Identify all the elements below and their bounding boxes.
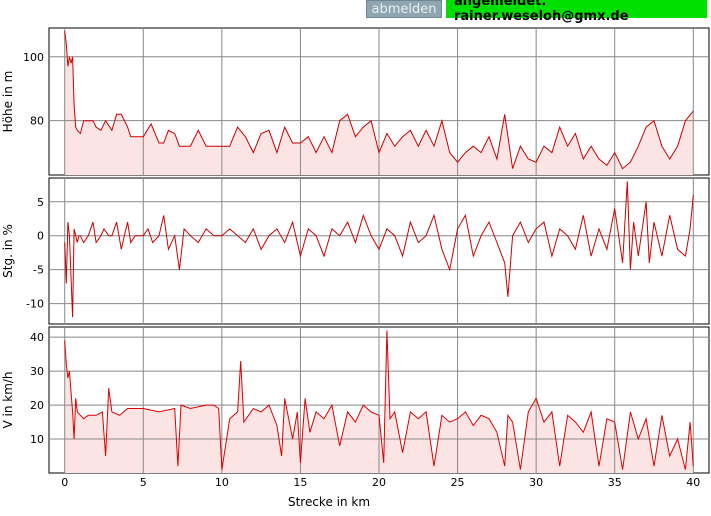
xtick-5: 5 [140,476,147,489]
xtick-25: 25 [451,476,465,489]
panel-2-ytick-0: 0 [37,230,44,243]
panel-1-ytick-100: 100 [23,51,44,64]
logout-button[interactable]: abmelden [366,0,442,18]
panel-2-ytick--10: -10 [26,298,44,311]
series-2-line [64,181,694,318]
panel-2-ytick-5: 5 [37,196,44,209]
xtick-10: 10 [215,476,229,489]
panel-2-ytick--5: -5 [33,264,44,277]
series-3-line [64,330,694,470]
panel-1-ylabel: Höhe in m [1,71,15,133]
panel-1-ytick-80: 80 [30,115,44,128]
panel-3-ytick-10: 10 [30,433,44,446]
xtick-15: 15 [293,476,307,489]
xtick-30: 30 [529,476,543,489]
series-1-area [64,31,694,176]
xtick-40: 40 [686,476,700,489]
panel-3-ylabel: V in km/h [1,371,15,428]
xtick-0: 0 [61,476,68,489]
xtick-35: 35 [608,476,622,489]
panel-3-ytick-40: 40 [30,331,44,344]
panel-3-ytick-30: 30 [30,365,44,378]
x-axis-title: Strecke in km [288,495,370,509]
series-1-line [64,31,694,170]
xtick-20: 20 [372,476,386,489]
panel-3-ytick-20: 20 [30,399,44,412]
panel-2-ylabel: Stg. in % [1,224,15,278]
